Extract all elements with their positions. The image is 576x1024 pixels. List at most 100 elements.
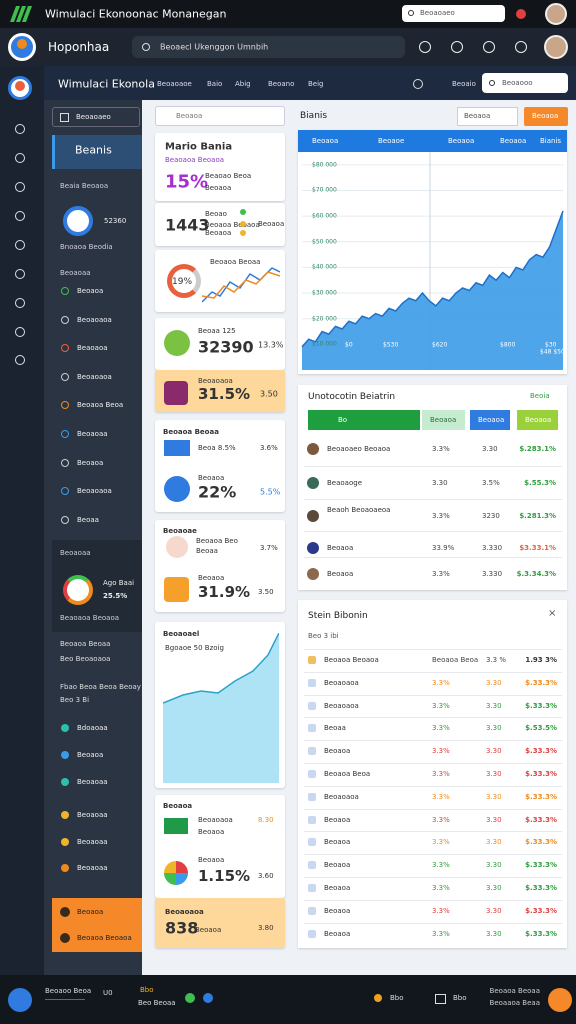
card-text: 3.60 [258, 872, 274, 880]
x-tick-label: $800 [500, 341, 516, 349]
nav-tab[interactable]: Beoaoaoe [157, 80, 192, 88]
menu-item[interactable]: Beoaoa Beoaoa [77, 934, 132, 942]
menu-item[interactable]: Beoaoaa [77, 838, 108, 846]
nav-link[interactable]: Beoaio [452, 80, 476, 88]
menu-item[interactable]: Beoaoaa [77, 811, 108, 819]
filter-button-label[interactable]: Beoaoa [478, 416, 505, 424]
filter-button-label[interactable]: Bo [338, 416, 348, 424]
row-icon [308, 929, 316, 938]
row-cell: 3.30 [486, 815, 502, 824]
page-title: Wimulaci Ekonola [58, 77, 155, 91]
row-name: Beoaoa [324, 884, 351, 892]
card-text: Beoaoaoa [198, 377, 233, 385]
search-placeholder[interactable]: Beoaoa [176, 112, 203, 120]
row-name: Beoaoa [324, 838, 351, 847]
footer-text[interactable]: Bbo [390, 994, 404, 1002]
rail-icon [15, 298, 25, 308]
menu-item[interactable]: Beoaoa [77, 908, 104, 916]
card-text: Beoaa [196, 547, 218, 555]
row-name: Beoaoa Beoa [324, 770, 371, 778]
row-value: $.33.3% [525, 929, 557, 938]
row-icon [308, 906, 316, 915]
footer-icon [435, 994, 446, 1004]
card-text: 22% [198, 482, 237, 502]
row-cell: 3.3% [432, 512, 450, 520]
row-cell: 3.30 [486, 724, 502, 733]
card-text: 5.5% [260, 487, 281, 497]
menu-item[interactable]: Bdoaoaa [77, 724, 108, 732]
card-icon [164, 818, 188, 834]
nav-tab[interactable]: Beig [308, 80, 324, 88]
filter-button[interactable] [517, 410, 558, 430]
button-label[interactable]: Beoaoa [532, 112, 559, 120]
filter-button[interactable] [308, 410, 420, 430]
filter-button[interactable] [422, 410, 465, 430]
rail-icon [15, 240, 25, 250]
select-label[interactable]: Beoia [530, 392, 550, 400]
menu-icon [61, 487, 69, 496]
menu-item[interactable]: Beoaoaa [77, 430, 108, 438]
row-avatar [307, 477, 319, 489]
side-link[interactable]: Beo 3 Bi [60, 696, 90, 704]
dropdown-label[interactable]: Beoaoaeo [76, 113, 111, 121]
button[interactable] [524, 107, 568, 126]
menu-item[interactable]: Beoaoa [77, 287, 104, 295]
menu-item[interactable]: Beaoaoa [77, 344, 108, 353]
row-cell: 3230 [482, 512, 500, 520]
filter-button-label[interactable]: Beoaoa [525, 416, 552, 424]
x-tick-label: $0 [345, 341, 353, 349]
menu-item[interactable]: Beoaoaoa [77, 315, 112, 324]
sidebar [44, 100, 142, 975]
filter-button[interactable] [470, 410, 510, 430]
filter-button-label[interactable]: Beoaoa [430, 416, 457, 424]
search-placeholder[interactable]: Beoaoaeo [420, 9, 455, 17]
row-cell: 3.3% [432, 747, 450, 756]
y-tick-label: $60 000 [312, 212, 337, 220]
avatar [545, 3, 567, 25]
search-box[interactable] [482, 73, 568, 93]
menu-item[interactable]: Beoaoa [77, 458, 104, 467]
nav-tab[interactable]: Abig [235, 80, 251, 88]
menu-item[interactable]: Beoaoaoa [77, 372, 112, 381]
search-placeholder[interactable]: Beoaecl Ukenggon Umnbih [160, 42, 269, 52]
row-value: $.33.3% [525, 861, 557, 870]
side-link[interactable]: Beoaoa Beoaa [60, 640, 111, 648]
card-text: Mario Bania [165, 141, 233, 153]
nav-tab[interactable]: Baio [207, 80, 223, 88]
card-text: 3.80 [258, 924, 274, 932]
search-placeholder[interactable]: Beoaooo [502, 79, 533, 87]
gauge [63, 206, 93, 236]
side-link[interactable]: Beo Beoaoaoa [60, 655, 111, 663]
row-divider [304, 466, 562, 467]
row-name: Beoaoa [327, 544, 354, 552]
card-text: Beoaa 125 [198, 327, 236, 335]
select-label[interactable]: Beoaoa [464, 112, 491, 120]
active-item[interactable] [52, 135, 142, 169]
menu-item[interactable]: Beoaa [77, 515, 99, 524]
footer-text[interactable]: Bbo [453, 994, 467, 1002]
row-value: $3.33.1% [519, 544, 556, 552]
chart-header [298, 130, 567, 152]
row-cell: 3.30 [482, 445, 498, 453]
nav-tab[interactable]: Beoano [268, 80, 295, 88]
active-item-label[interactable]: Beanis [75, 143, 112, 157]
search-box[interactable] [155, 106, 285, 126]
row-value: $.33.3% [525, 838, 557, 847]
menu-item[interactable]: Beoaoa Beoa [77, 401, 124, 410]
footer-text: Beoaoo Beoa [45, 987, 92, 995]
row-cell: 3.3% [432, 570, 450, 578]
select[interactable] [457, 107, 518, 126]
logo-stripe [16, 6, 26, 22]
menu-item[interactable]: Beoaoaoa [77, 487, 112, 496]
row-value: $.283.1% [519, 445, 556, 453]
close-button[interactable]: × [548, 608, 557, 619]
menu-item[interactable]: Beoaoa [77, 751, 104, 759]
search-box[interactable] [402, 5, 505, 22]
side-link[interactable]: Fbao Beoa Beoa Beoay [60, 683, 141, 691]
x-tick-label: $48 $50 [540, 348, 565, 356]
search-box[interactable] [132, 36, 405, 58]
row-name: Beoaoa Beoaoa [324, 656, 379, 664]
menu-item[interactable]: Beoaoaa [77, 778, 108, 786]
menu-item[interactable]: Beoaoaa [77, 864, 108, 872]
dropdown[interactable] [52, 107, 140, 127]
